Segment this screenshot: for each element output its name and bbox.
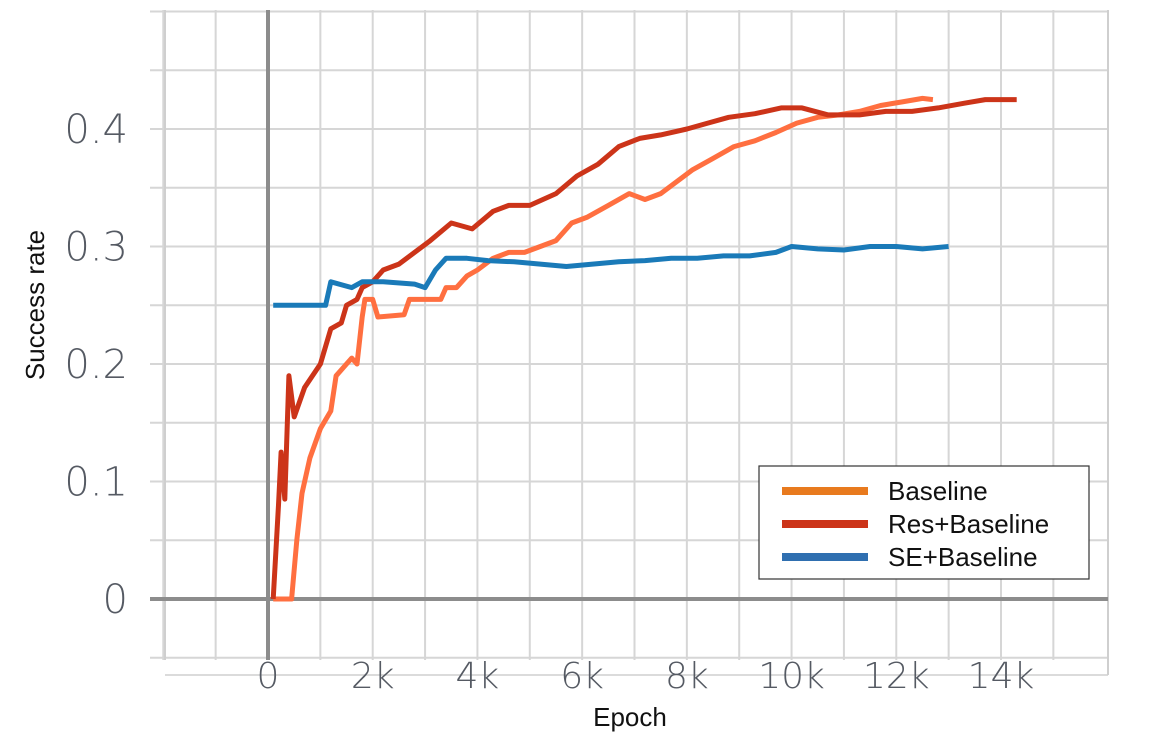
x-tick-label: 12k — [863, 656, 930, 697]
y-tick-label: 0.1 — [64, 460, 128, 506]
y-tick-label: 0 — [103, 577, 128, 623]
x-tick-label: 0 — [257, 656, 280, 697]
y-tick-label: 0.2 — [64, 342, 128, 388]
series-line-baseline — [273, 95, 934, 602]
x-tick-label: 14k — [968, 656, 1035, 697]
series-line-res-baseline — [270, 97, 1017, 600]
series-lines — [270, 95, 1017, 602]
y-tick-label: 0.3 — [64, 225, 128, 271]
x-tick-label: 4k — [456, 656, 500, 697]
legend-label: SE+Baseline — [888, 542, 1038, 572]
x-axis-label: Epoch — [593, 702, 667, 732]
y-tick-label: 0.4 — [64, 107, 128, 153]
series-line-se-baseline — [273, 244, 949, 308]
x-tick-label: 10k — [758, 656, 825, 697]
legend-label: Baseline — [888, 476, 988, 506]
x-tick-labels: 0 2k 4k 6k 8k 10k 12k 14k — [257, 656, 1035, 697]
y-tick-labels: 0 0.1 0.2 0.3 0.4 — [64, 107, 128, 623]
x-tick-label: 2k — [351, 656, 395, 697]
legend-label: Res+Baseline — [888, 509, 1049, 539]
y-axis-label: Success rate — [20, 230, 50, 380]
x-tick-label: 6k — [560, 656, 604, 697]
x-tick-label: 8k — [665, 656, 709, 697]
axes — [150, 10, 1108, 660]
